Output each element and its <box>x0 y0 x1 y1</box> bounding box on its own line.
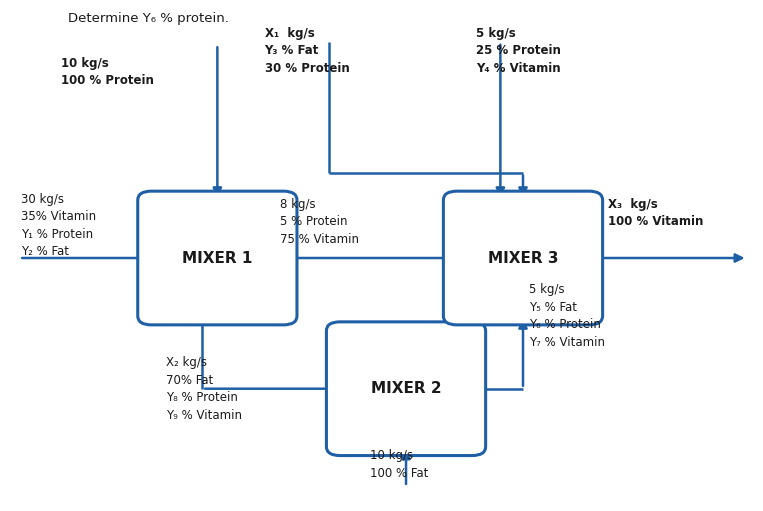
Text: MIXER 1: MIXER 1 <box>182 250 253 266</box>
Text: X₃  kg/s
100 % Vitamin: X₃ kg/s 100 % Vitamin <box>608 198 703 228</box>
Text: 10 kg/s
100 % Fat: 10 kg/s 100 % Fat <box>370 449 429 479</box>
FancyBboxPatch shape <box>327 322 485 456</box>
Text: MIXER 2: MIXER 2 <box>371 381 441 396</box>
Text: X₁  kg/s
Y₃ % Fat
30 % Protein: X₁ kg/s Y₃ % Fat 30 % Protein <box>265 27 349 75</box>
Text: MIXER 3: MIXER 3 <box>488 250 559 266</box>
Text: 30 kg/s
35% Vitamin
Y₁ % Protein
Y₂ % Fat: 30 kg/s 35% Vitamin Y₁ % Protein Y₂ % Fa… <box>21 193 96 258</box>
Text: 5 kg/s
25 % Protein
Y₄ % Vitamin: 5 kg/s 25 % Protein Y₄ % Vitamin <box>476 27 561 75</box>
Text: 10 kg/s
100 % Protein: 10 kg/s 100 % Protein <box>61 57 153 87</box>
FancyBboxPatch shape <box>138 191 297 325</box>
Text: 8 kg/s
5 % Protein
75 % Vitamin: 8 kg/s 5 % Protein 75 % Vitamin <box>279 198 359 246</box>
Text: Determine Y₆ % protein.: Determine Y₆ % protein. <box>69 12 229 25</box>
Text: 5 kg/s
Y₅ % Fat
Y₆ % Protein
Y₇ % Vitamin: 5 kg/s Y₅ % Fat Y₆ % Protein Y₇ % Vitami… <box>529 283 604 349</box>
Text: X₂ kg/s
70% Fat
Y₈ % Protein
Y₉ % Vitamin: X₂ kg/s 70% Fat Y₈ % Protein Y₉ % Vitami… <box>166 356 243 422</box>
FancyBboxPatch shape <box>443 191 603 325</box>
